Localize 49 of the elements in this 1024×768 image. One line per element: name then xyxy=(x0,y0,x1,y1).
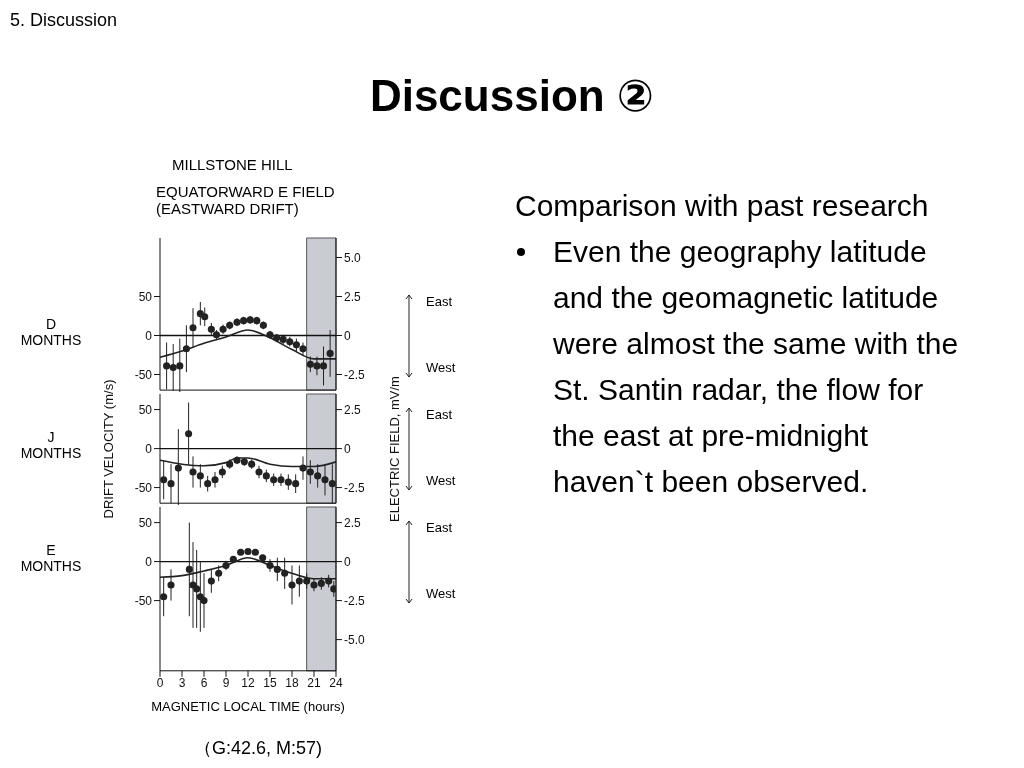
x-tick-label: 15 xyxy=(263,676,277,691)
y2-tick-label: 0 xyxy=(343,441,351,456)
text: West xyxy=(426,472,456,488)
text: East xyxy=(426,519,453,535)
x-tick-label: 9 xyxy=(222,676,230,691)
y2-tick-label: -2.5 xyxy=(344,594,365,609)
y2-tick-label: 5.0 xyxy=(344,250,361,265)
y2-tick-label: -5.0 xyxy=(344,633,365,648)
y2-axis-title: ELECTRIC FIELD, mV/m xyxy=(387,375,403,522)
x-axis-title: MAGNETIC LOCAL TIME (hours) xyxy=(150,699,346,715)
y-tick-label: -50 xyxy=(134,367,153,382)
text: 5. Discussion xyxy=(10,10,118,31)
text: J MONTHS xyxy=(19,428,83,461)
y-tick-label: -50 xyxy=(134,594,153,609)
text: (EASTWARD DRIFT) xyxy=(155,200,300,217)
text: East xyxy=(426,293,453,309)
x-tick-label: 21 xyxy=(307,676,321,691)
text: D MONTHS xyxy=(19,315,83,348)
text: West xyxy=(426,585,456,601)
text: （G:42.6, M:57) xyxy=(192,737,324,760)
text: EQUATORWARD E FIELD xyxy=(155,183,336,200)
x-tick-label: 0 xyxy=(156,676,164,691)
y2-tick-label: 2.5 xyxy=(344,516,361,531)
y-tick-label: 0 xyxy=(145,555,153,570)
y2-tick-label: -2.5 xyxy=(343,480,365,495)
y-tick-label: -50 xyxy=(134,480,153,495)
y-tick-label: 50 xyxy=(138,516,153,531)
y2-tick-label: 2.5 xyxy=(343,402,361,417)
y-tick-label: 50 xyxy=(138,402,153,417)
text: East xyxy=(426,406,453,422)
text: Discussion ② xyxy=(368,70,656,121)
x-tick-label: 6 xyxy=(200,676,208,691)
y2-tick-label: 2.5 xyxy=(344,289,361,304)
text: Comparison with past research xyxy=(515,188,930,224)
x-tick-label: 18 xyxy=(285,676,299,691)
y2-tick-label: -2.5 xyxy=(344,367,365,382)
y-tick-label: 50 xyxy=(138,289,153,304)
y-axis-title: DRIFT VELOCITY (m/s) xyxy=(101,379,117,519)
text: MILLSTONE HILL xyxy=(171,156,294,173)
y2-tick-label: 0 xyxy=(344,555,351,570)
text: E MONTHS xyxy=(19,541,83,574)
x-tick-label: 12 xyxy=(241,676,255,691)
text: West xyxy=(426,359,456,375)
y2-tick-label: 0 xyxy=(344,328,351,343)
x-tick-label: 3 xyxy=(178,676,186,691)
y-tick-label: 0 xyxy=(145,328,153,343)
y-tick-label: 0 xyxy=(145,441,153,456)
text: Even the geography latitude and the geomagnetic latitude were almost the same with the St. Santin radar, the flow for the east at pre-midnight haven`t been observed. xyxy=(553,234,960,500)
x-tick-label: 24 xyxy=(329,676,343,691)
